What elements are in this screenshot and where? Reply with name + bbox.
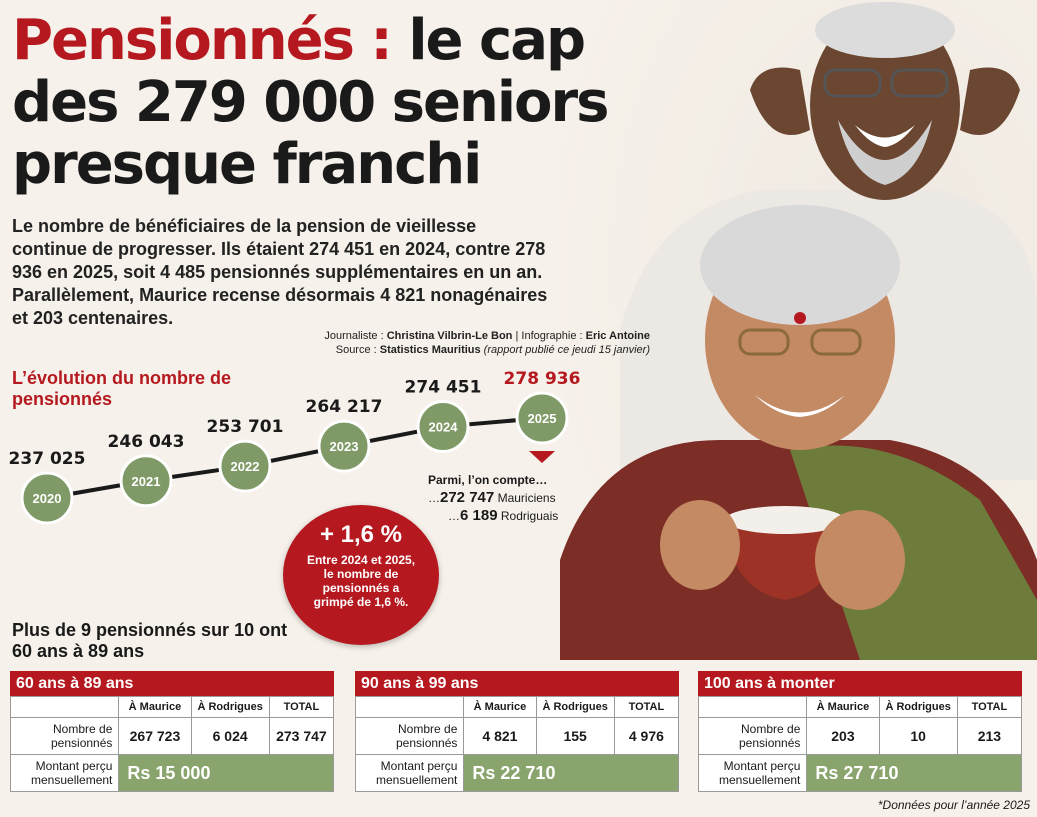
journalist-name: Christina Vilbrin-Le Bon (386, 330, 513, 342)
col-total: TOTAL (613, 696, 680, 718)
mauriciens-label: Mauriciens (494, 491, 556, 505)
data-point-2025 (515, 391, 569, 445)
value-label: 274 451 (405, 378, 482, 398)
data-point-2023 (317, 419, 371, 473)
table-90-99: 90 ans à 99 ans À Maurice À Rodrigues TOTA… (354, 671, 680, 792)
growth-percent: + 1,6 % (319, 521, 403, 548)
value-total: 273 747 (268, 717, 335, 755)
year-label: 2021 (132, 474, 161, 489)
row-label-amount: Montant perçu mensuellement (354, 754, 465, 792)
value-total: 213 (956, 717, 1023, 755)
credits: Journaliste : Christina Vilbrin-Le Bon |… (290, 329, 650, 357)
amount-value: Rs 15 000 (118, 754, 334, 792)
year-label: 2024 (429, 420, 459, 435)
source-name: Statistics Mauritius (379, 344, 481, 356)
value-label: 278 936 (504, 369, 581, 389)
headline-part2: le cap (390, 8, 586, 73)
seniors-photo (560, 0, 1037, 660)
col-rodrigues: À Rodrigues (535, 696, 615, 718)
journalist-label: Journaliste : (324, 330, 387, 342)
headline-highlight: Pensionnés : (12, 8, 393, 73)
age-subtitle: Plus de 9 pensionnés sur 10 ont 60 ans à… (12, 620, 288, 661)
year-label: 2023 (330, 439, 359, 454)
value-rodrigues: 6 024 (190, 717, 270, 755)
year-label: 2025 (528, 411, 557, 426)
data-point-2024 (416, 400, 470, 454)
value-rodrigues: 10 (878, 717, 958, 755)
value-label: 237 025 (9, 449, 86, 469)
table-title: 90 ans à 99 ans (355, 671, 679, 696)
col-maurice: À Maurice (806, 696, 880, 718)
value-maurice: 203 (806, 717, 880, 755)
col-maurice: À Maurice (118, 696, 192, 718)
pensioners-evolution-chart: 2020 237 025 2021 246 043 2022 253 701 2023 264… (9, 369, 581, 525)
col-total: TOTAL (268, 696, 335, 718)
row-label-count: Nombre de pensionnés (9, 717, 120, 755)
value-maurice: 267 723 (118, 717, 192, 755)
value-label: 253 701 (207, 417, 284, 437)
rodriguais-value: 6 189 (460, 507, 498, 524)
growth-bubble: + 1,6 % Entre 2024 et 2025, le nombre de… (283, 505, 439, 645)
year-label: 2020 (33, 491, 62, 506)
data-point-2021 (119, 454, 173, 508)
table-grid: À Maurice À Rodrigues TOTAL Nombre de pens… (697, 696, 1023, 792)
infographic-name: Eric Antoine (585, 330, 650, 342)
amount-value: Rs 22 710 (463, 754, 679, 792)
source-label: Source : (335, 344, 380, 356)
breakdown-2025: Parmi, l’on compte… …272 747 Mauriciens … (428, 472, 618, 525)
value-label: 264 217 (306, 397, 383, 417)
col-maurice: À Maurice (463, 696, 537, 718)
table-title: 100 ans à monter (698, 671, 1022, 696)
amount-value: Rs 27 710 (806, 754, 1022, 792)
breakdown-intro: Parmi, l’on compte… (428, 473, 548, 487)
headline-line2: des 279 000 seniors (12, 70, 609, 135)
infographic-label: Infographie : (521, 330, 586, 342)
table-grid: À Maurice À Rodrigues TOTAL Nombre de pens… (9, 696, 335, 792)
data-point-2022 (218, 439, 272, 493)
col-rodrigues: À Rodrigues (190, 696, 270, 718)
value-label: 246 043 (108, 432, 185, 452)
growth-text: Entre 2024 et 2025, le nombre de pension… (306, 553, 416, 609)
table-grid: À Maurice À Rodrigues TOTAL Nombre de pens… (354, 696, 680, 792)
rodriguais-label: Rodriguais (497, 509, 559, 523)
headline-line3: presque franchi (12, 132, 482, 197)
headline: Pensionnés : le cap des 279 000 seniors … (12, 10, 692, 196)
table-title: 60 ans à 89 ans (10, 671, 334, 696)
value-rodrigues: 155 (535, 717, 615, 755)
credits-separator: | (512, 330, 522, 342)
pointer-triangle (529, 451, 555, 463)
value-maurice: 4 821 (463, 717, 537, 755)
col-rodrigues: À Rodrigues (878, 696, 958, 718)
intro-paragraph: Le nombre de bénéficiaires de la pension… (12, 216, 548, 328)
data-point-2020 (20, 471, 74, 525)
table-60-89: 60 ans à 89 ans À Maurice À Rodrigues TOTA… (9, 671, 335, 792)
mauriciens-value: 272 747 (440, 489, 495, 506)
table-100-plus: 100 ans à monter À Maurice À Rodrigues TOT… (697, 671, 1023, 792)
year-label: 2022 (231, 459, 260, 474)
source-note: (rapport publié ce jeudi 15 janvier) (480, 344, 650, 356)
footnote: *Données pour l’année 2025 (877, 798, 1030, 812)
row-label-amount: Montant perçu mensuellement (697, 754, 808, 792)
row-label-count: Nombre de pensionnés (354, 717, 465, 755)
chart-title: L’évolution du nombre de pensionnés (12, 368, 232, 409)
row-label-count: Nombre de pensionnés (697, 717, 808, 755)
col-total: TOTAL (956, 696, 1023, 718)
row-label-amount: Montant perçu mensuellement (9, 754, 120, 792)
value-total: 4 976 (613, 717, 680, 755)
